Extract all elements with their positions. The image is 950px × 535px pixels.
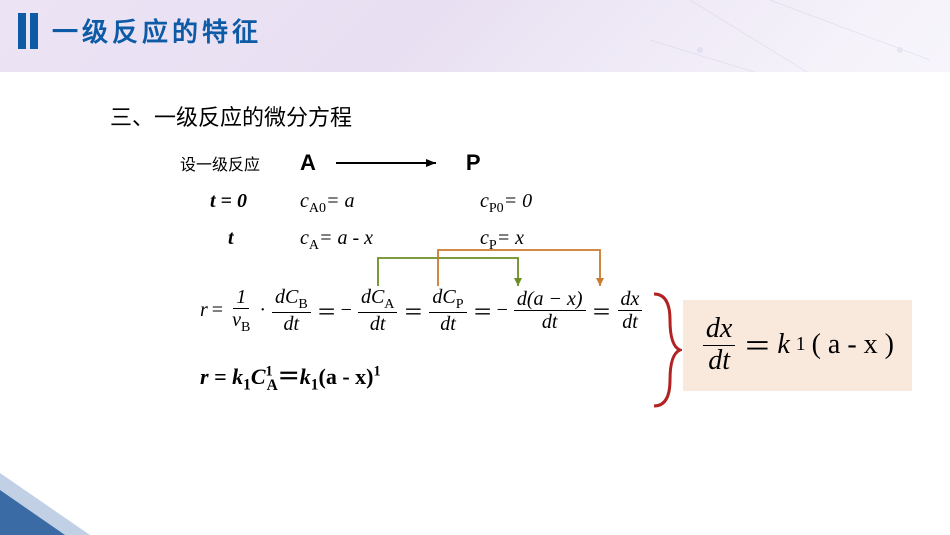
time-t0: t = 0 (210, 190, 300, 213)
connector-arrows (370, 246, 670, 291)
corner-triangle-icon (0, 490, 65, 535)
reaction-scheme: 设一级反应 A P (180, 150, 950, 176)
section-heading: 三、一级反应的微分方程 (110, 100, 950, 132)
cp0-cell: cP0= 0 (480, 190, 620, 217)
reaction-label: 设一级反应 (180, 151, 260, 175)
reaction-arrow-icon (336, 158, 446, 168)
curly-brace-icon (650, 290, 682, 410)
product-p: P (466, 150, 481, 176)
table-row: t = 0 cA0= a cP0= 0 (210, 190, 950, 217)
result-equation-box: dxdt ＝ k1 ( a - x ) (683, 300, 912, 391)
reactant-a: A (300, 150, 316, 176)
ca0-cell: cA0= a (300, 190, 480, 217)
initial-conditions-table: t = 0 cA0= a cP0= 0 t cA= a - x cP= x (210, 190, 950, 254)
header-accent-bars (18, 13, 38, 49)
time-t: t (210, 227, 300, 250)
slide-title: 一级反应的特征 (52, 12, 262, 49)
